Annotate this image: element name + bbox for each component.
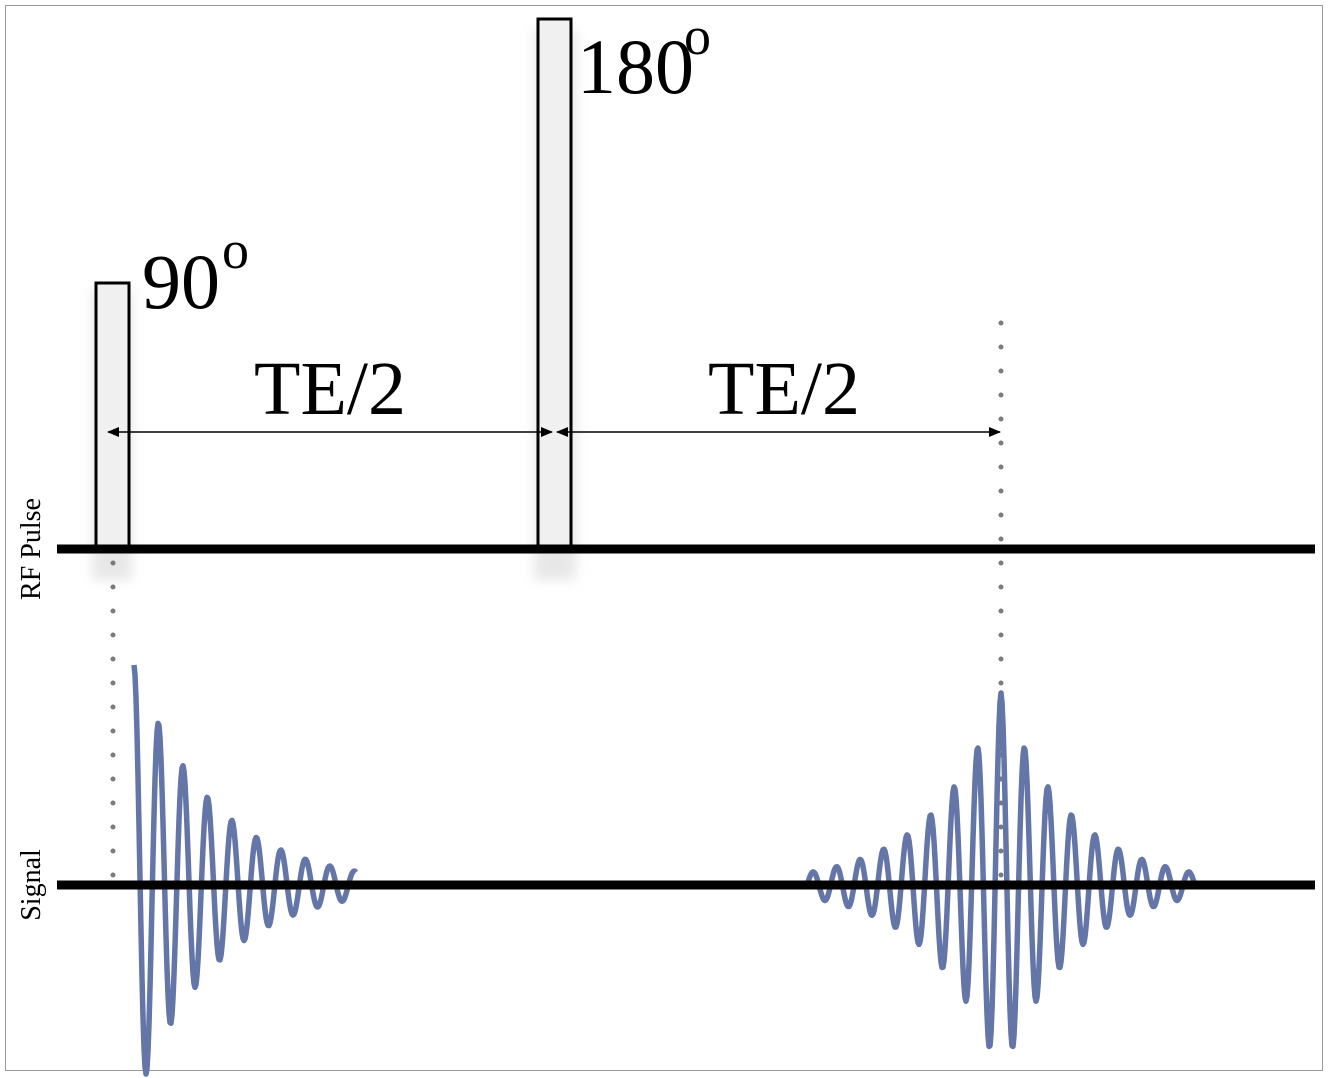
te-half-label-2: TE/2	[708, 347, 860, 431]
diagram-frame	[5, 5, 1323, 1071]
pulse-90-rect	[94, 281, 131, 551]
pulse-90-label: 90	[142, 238, 220, 325]
pulse-180-rect	[536, 17, 573, 551]
pulse-90-degree: o	[222, 220, 249, 280]
echo-signal-wave	[805, 690, 1199, 1050]
pulse-180-label: 180	[577, 23, 694, 110]
pulse-180-degree: o	[684, 6, 711, 66]
axis-label-signal: Signal	[16, 849, 47, 921]
te-half-label-1: TE/2	[254, 347, 406, 431]
axis-label-rf-pulse: RF Pulse	[16, 498, 47, 600]
fid-signal-wave	[131, 664, 359, 1077]
